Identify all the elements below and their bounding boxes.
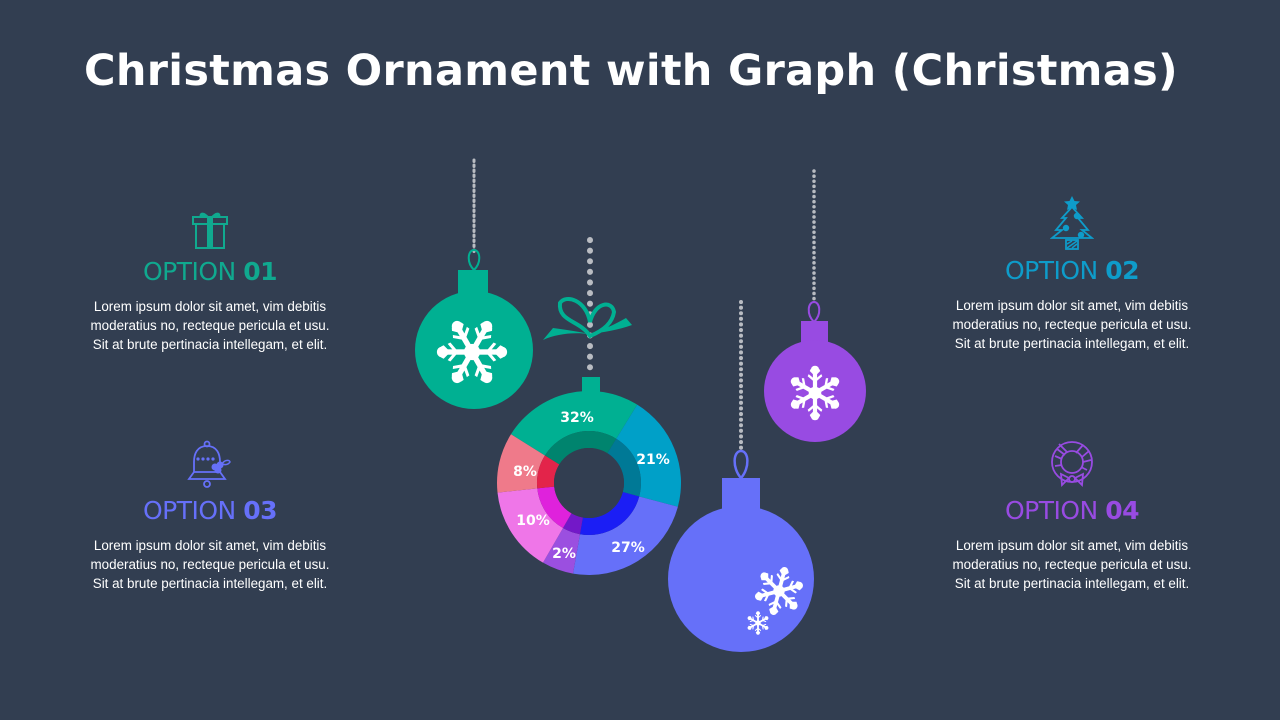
description-line: Lorem ipsum dolor sit amet, vim debitis bbox=[955, 298, 1189, 313]
option-heading: OPTION 03 bbox=[60, 494, 360, 528]
description-line: moderatius no, recteque pericula et usu. bbox=[90, 557, 330, 572]
donut-inner-ring bbox=[607, 438, 641, 497]
option-number: 03 bbox=[243, 496, 278, 525]
option-number: 01 bbox=[243, 257, 278, 286]
description-line: Sit at brute pertinacia intellegam, et e… bbox=[92, 576, 328, 591]
donut-inner-ring bbox=[563, 513, 583, 535]
blue-ornament bbox=[668, 449, 814, 652]
option-label: OPTION bbox=[1004, 496, 1098, 525]
option-label: OPTION bbox=[142, 257, 236, 286]
option-description: Lorem ipsum dolor sit amet, vim debitis … bbox=[922, 536, 1222, 593]
option-description: Lorem ipsum dolor sit amet, vim debitis … bbox=[60, 536, 360, 593]
donut-slice bbox=[510, 390, 638, 456]
christmas-tree-icon bbox=[1050, 196, 1094, 250]
option-label: OPTION bbox=[1004, 256, 1098, 285]
donut-inner-ring bbox=[537, 486, 572, 529]
donut-inner-ring bbox=[537, 455, 560, 489]
donut-slice bbox=[497, 434, 545, 493]
donut-inner-ring bbox=[579, 492, 640, 536]
description-line: moderatius no, recteque pericula et usu. bbox=[90, 318, 330, 333]
option-04: OPTION 04 Lorem ipsum dolor sit amet, vi… bbox=[922, 440, 1222, 593]
option-number: 02 bbox=[1105, 256, 1140, 285]
wreath-icon bbox=[1051, 441, 1093, 487]
gift-icon bbox=[192, 212, 228, 249]
option-description: Lorem ipsum dolor sit amet, vim debitis … bbox=[60, 297, 360, 354]
option-03: OPTION 03 Lorem ipsum dolor sit amet, vi… bbox=[60, 440, 360, 593]
description-line: Sit at brute pertinacia intellegam, et e… bbox=[954, 576, 1190, 591]
donut-slice bbox=[497, 488, 563, 563]
description-line: moderatius no, recteque pericula et usu. bbox=[952, 317, 1192, 332]
slice-label: 2% bbox=[552, 546, 576, 562]
description-line: Lorem ipsum dolor sit amet, vim debitis bbox=[955, 538, 1189, 553]
option-heading: OPTION 02 bbox=[922, 254, 1222, 288]
donut-hole bbox=[554, 448, 624, 518]
green-ornament bbox=[415, 248, 533, 409]
description-line: Sit at brute pertinacia intellegam, et e… bbox=[92, 337, 328, 352]
slice-label: 32% bbox=[560, 410, 594, 426]
option-01: OPTION 01 Lorem ipsum dolor sit amet, vi… bbox=[60, 207, 360, 354]
description-line: Sit at brute pertinacia intellegam, et e… bbox=[954, 336, 1190, 351]
slice-label: 27% bbox=[611, 540, 645, 556]
description-line: Lorem ipsum dolor sit amet, vim debitis bbox=[93, 299, 327, 314]
donut-chart bbox=[497, 390, 681, 575]
donut-slice bbox=[573, 496, 678, 575]
description-line: moderatius no, recteque pericula et usu. bbox=[952, 557, 1192, 572]
option-heading: OPTION 01 bbox=[60, 255, 360, 289]
donut-slice bbox=[616, 404, 681, 507]
donut-slice bbox=[543, 528, 580, 574]
donut-ornament-top bbox=[543, 297, 632, 395]
option-02: OPTION 02 Lorem ipsum dolor sit amet, vi… bbox=[922, 194, 1222, 353]
bell-icon bbox=[187, 440, 231, 488]
description-line: Lorem ipsum dolor sit amet, vim debitis bbox=[93, 538, 327, 553]
option-label: OPTION bbox=[142, 496, 236, 525]
option-description: Lorem ipsum dolor sit amet, vim debitis … bbox=[922, 296, 1222, 353]
purple-ornament bbox=[764, 300, 866, 442]
page-title: Christmas Ornament with Graph (Christmas… bbox=[84, 46, 1178, 96]
slice-label: 8% bbox=[513, 464, 537, 480]
slice-label: 10% bbox=[516, 513, 550, 529]
donut-inner-ring bbox=[544, 431, 617, 465]
option-number: 04 bbox=[1105, 496, 1140, 525]
option-heading: OPTION 04 bbox=[922, 494, 1222, 528]
slice-label: 21% bbox=[636, 452, 670, 468]
donut-labels: 32% 21% 27% 2% 10% 8% bbox=[513, 410, 670, 562]
